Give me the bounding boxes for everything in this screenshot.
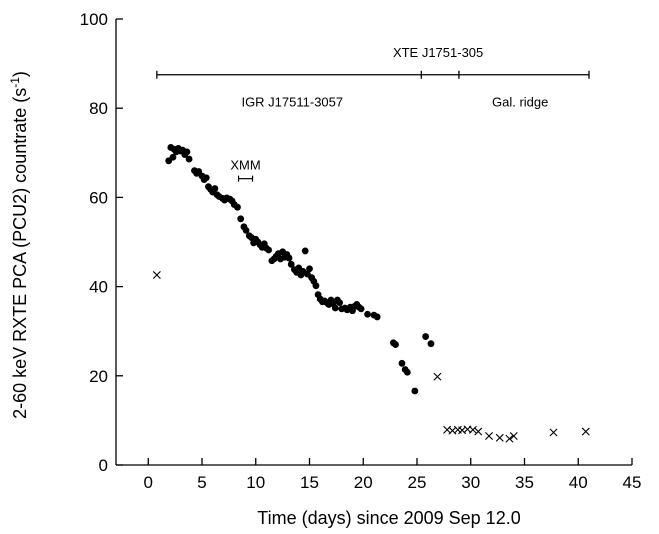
cross-stroke — [581, 427, 590, 436]
y-axis-title-close: ) — [10, 71, 30, 77]
x-tick-label: 0 — [144, 473, 153, 492]
data-point-dot — [185, 155, 193, 163]
data-point-cross — [468, 425, 477, 434]
data-point-dot — [242, 227, 250, 234]
cross-stroke — [474, 427, 483, 436]
x-tick-label: 45 — [623, 473, 642, 492]
data-point-dot — [364, 310, 371, 318]
data-point-dot — [183, 148, 191, 156]
cross-stroke — [152, 271, 161, 279]
cross-stroke — [468, 425, 477, 434]
data-point-dot — [398, 359, 406, 367]
data-point-cross — [509, 432, 518, 440]
data-point-dot — [169, 153, 177, 161]
data-point-dot — [357, 305, 365, 313]
x-tick-label: 5 — [197, 473, 206, 492]
data-point-dot — [392, 341, 399, 348]
data-point-cross — [485, 432, 494, 440]
y-tick-label: 40 — [89, 278, 108, 297]
cross-stroke — [509, 432, 518, 440]
x-tick-label: 15 — [300, 473, 319, 492]
data-point-dot — [331, 304, 339, 312]
data-point-dot — [301, 247, 309, 255]
y-ticks: 0 20 40 60 80 100 — [80, 10, 123, 475]
y-axis-title-superscript: -1 — [8, 77, 22, 88]
data-point-dot — [411, 387, 419, 395]
x-tick-label: 25 — [408, 473, 427, 492]
xte-label: XTE J1751-305 — [393, 45, 483, 60]
data-point-dot — [287, 260, 295, 268]
data-point-dot — [285, 254, 293, 262]
data-point-dot — [234, 203, 241, 211]
cross-stroke — [485, 432, 494, 440]
x-tick-label: 30 — [461, 473, 480, 492]
data-point-cross — [495, 433, 504, 442]
x-tick-label: 10 — [246, 473, 265, 492]
y-tick-label: 0 — [99, 456, 108, 475]
y-tick-label: 80 — [89, 99, 108, 118]
y-axis-title: 2-60 keV RXTE PCA (PCU2) countrate (s-1) — [8, 71, 30, 419]
y-tick-label: 100 — [80, 10, 108, 29]
data-point-cross — [152, 271, 161, 279]
cross-stroke — [549, 428, 558, 437]
cross-stroke — [453, 425, 462, 434]
data-point-dot — [237, 215, 245, 223]
data-points — [152, 144, 590, 443]
x-ticks: 0 5 10 15 20 25 30 35 40 45 — [144, 458, 642, 492]
data-point-dot — [373, 313, 381, 321]
annotations: XTE J1751-305 IGR J17511-3057 Gal. ridge… — [156, 45, 590, 182]
data-point-dot — [202, 174, 210, 182]
gal-ridge-label: Gal. ridge — [492, 95, 548, 110]
data-point-dot — [427, 340, 435, 348]
data-point-dot — [312, 282, 320, 290]
xmm-label: XMM — [230, 158, 260, 173]
data-point-dot — [403, 368, 411, 376]
data-point-cross — [549, 428, 558, 437]
data-point-dot — [422, 333, 429, 340]
igr-label: IGR J17511-3057 — [241, 95, 343, 110]
data-point-dot — [336, 299, 343, 307]
axes — [115, 19, 632, 466]
data-point-dot — [306, 265, 313, 273]
cross-stroke — [458, 426, 467, 435]
data-point-cross — [474, 427, 483, 436]
cross-stroke — [448, 426, 457, 435]
data-point-dot — [211, 185, 219, 192]
x-tick-label: 35 — [515, 473, 534, 492]
cross-stroke — [433, 372, 442, 381]
y-axis-title-main: 2-60 keV RXTE PCA (PCU2) countrate (s — [10, 88, 30, 419]
cross-stroke — [495, 433, 504, 442]
data-point-dot — [265, 246, 273, 254]
y-tick-label: 60 — [89, 188, 108, 207]
x-axis-title: Time (days) since 2009 Sep 12.0 — [257, 508, 520, 528]
cross-stroke — [505, 434, 514, 443]
data-point-cross — [433, 372, 442, 381]
x-tick-label: 40 — [569, 473, 588, 492]
data-point-cross — [581, 427, 590, 436]
x-tick-label: 20 — [354, 473, 373, 492]
y-tick-label: 20 — [89, 367, 108, 386]
data-point-cross — [505, 434, 514, 443]
